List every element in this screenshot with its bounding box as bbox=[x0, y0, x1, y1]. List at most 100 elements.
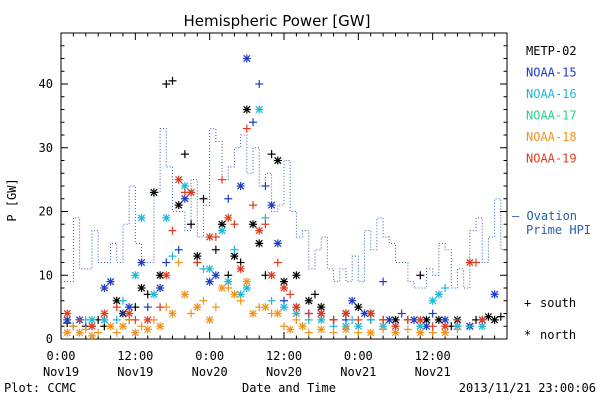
north-point-noaa-19 bbox=[317, 309, 326, 318]
north-point-noaa-16 bbox=[428, 296, 437, 305]
south-point-noaa-15 bbox=[379, 277, 388, 286]
south-point-noaa-16 bbox=[168, 252, 177, 261]
north-point-noaa-19 bbox=[341, 309, 350, 318]
north-point-noaa-16 bbox=[416, 322, 425, 331]
north-point-noaa-18 bbox=[261, 303, 270, 312]
south-point-noaa-18 bbox=[69, 322, 78, 331]
north-point-noaa-18 bbox=[366, 328, 375, 337]
north-point-noaa-16 bbox=[87, 315, 96, 324]
north-point-noaa-16 bbox=[131, 271, 140, 280]
x-tick-label-time: 0:00 bbox=[344, 349, 373, 363]
south-point-noaa-18 bbox=[236, 296, 245, 305]
south-point-noaa-18 bbox=[304, 328, 313, 337]
north-point-noaa-19 bbox=[292, 303, 301, 312]
x-tick-label-date: Nov20 bbox=[192, 365, 228, 379]
south-point-metp-02 bbox=[162, 80, 171, 88]
south-point-noaa-19 bbox=[428, 322, 437, 331]
south-point-noaa-18 bbox=[292, 315, 301, 324]
legend-ovation-line1: — Ovation bbox=[512, 209, 577, 223]
y-tick-label: 30 bbox=[39, 141, 53, 155]
north-point-noaa-16 bbox=[162, 213, 171, 222]
north-point-noaa-18 bbox=[168, 309, 177, 318]
north-point-noaa-15 bbox=[137, 258, 146, 267]
south-point-noaa-19 bbox=[354, 315, 363, 324]
legend-noaa-15: NOAA-15 bbox=[526, 66, 577, 80]
north-point-noaa-18 bbox=[391, 328, 400, 337]
ovation-series bbox=[61, 128, 507, 289]
north-point-noaa-18 bbox=[193, 303, 202, 312]
north-point-metp-02 bbox=[174, 201, 183, 210]
north-point-metp-02 bbox=[156, 271, 165, 280]
north-point-metp-02 bbox=[137, 284, 146, 292]
north-point-noaa-19 bbox=[224, 213, 233, 222]
north-point-noaa-18 bbox=[286, 325, 295, 334]
north-point-noaa-19 bbox=[478, 315, 487, 324]
south-point-noaa-18 bbox=[137, 322, 146, 331]
south-point-noaa-19 bbox=[249, 201, 258, 210]
north-point-noaa-15 bbox=[490, 290, 499, 299]
north-point-noaa-18 bbox=[341, 325, 350, 334]
y-tick-label: 10 bbox=[39, 268, 53, 282]
north-point-noaa-18 bbox=[87, 331, 96, 340]
north-point-noaa-19 bbox=[441, 322, 450, 331]
north-point-metp-02 bbox=[490, 315, 499, 324]
south-point-noaa-19 bbox=[286, 290, 295, 299]
south-point-metp-02 bbox=[187, 220, 196, 229]
legend-metp-02: METP-02 bbox=[526, 44, 577, 58]
south-point-noaa-18 bbox=[280, 322, 288, 331]
north-point-noaa-18 bbox=[75, 328, 84, 337]
south-point-noaa-19 bbox=[168, 226, 177, 235]
x-axis-label: Date and Time bbox=[242, 381, 336, 395]
north-point-noaa-19 bbox=[267, 271, 276, 280]
plot-axes: 0 10 20 30 40 0:00 Nov19 12:00 Nov19 0:00 Nov20 12:… bbox=[39, 32, 508, 379]
legend: METP-02 NOAA-15 NOAA-16 NOAA-17 NOAA-18 NOAA-… bbox=[512, 44, 591, 342]
north-point-noaa-15 bbox=[267, 201, 276, 210]
north-point-noaa-15 bbox=[100, 284, 109, 292]
y-tick-label: 0 bbox=[46, 332, 53, 346]
south-point-noaa-16 bbox=[465, 322, 474, 331]
north-point-metp-02 bbox=[255, 239, 264, 248]
north-point-noaa-19 bbox=[63, 309, 72, 318]
south-point-noaa-19 bbox=[242, 124, 251, 133]
y-axis-label: P [GW] bbox=[5, 178, 19, 221]
plot-credit: Plot: CCMC bbox=[4, 381, 76, 395]
x-tick-label-date: Nov19 bbox=[117, 365, 153, 379]
north-point-metp-02 bbox=[242, 105, 251, 114]
north-point-noaa-19 bbox=[143, 315, 152, 324]
north-point-noaa-16 bbox=[205, 264, 214, 273]
north-point-noaa-19 bbox=[416, 315, 425, 324]
north-point-noaa-18 bbox=[131, 328, 140, 337]
north-point-noaa-15 bbox=[273, 239, 282, 248]
south-point-noaa-19 bbox=[329, 315, 338, 324]
south-point-noaa-15 bbox=[428, 309, 437, 318]
south-point-noaa-16 bbox=[118, 296, 127, 305]
north-point-noaa-19 bbox=[125, 309, 134, 318]
south-point-metp-02 bbox=[180, 150, 189, 159]
south-point-noaa-19 bbox=[403, 315, 412, 324]
north-point-noaa-18 bbox=[205, 315, 214, 324]
x-tick-label-time: 0:00 bbox=[47, 349, 76, 363]
south-point-noaa-19 bbox=[261, 220, 270, 229]
south-point-noaa-19 bbox=[218, 175, 227, 184]
south-point-noaa-19 bbox=[304, 309, 313, 318]
north-point-noaa-19 bbox=[255, 226, 264, 235]
south-point-noaa-19 bbox=[211, 233, 220, 241]
north-point-noaa-19 bbox=[236, 264, 245, 273]
south-point-noaa-15 bbox=[174, 245, 183, 254]
north-point-noaa-18 bbox=[118, 322, 127, 331]
south-point-noaa-19 bbox=[193, 258, 202, 267]
x-tick-label-date: Nov21 bbox=[340, 365, 376, 379]
north-point-noaa-15 bbox=[348, 296, 357, 305]
y-tick-label: 40 bbox=[39, 77, 53, 91]
north-point-metp-02 bbox=[292, 271, 301, 280]
north-point-noaa-19 bbox=[366, 309, 375, 318]
south-point-noaa-15 bbox=[224, 194, 233, 203]
north-point-noaa-18 bbox=[63, 328, 72, 337]
south-point-metp-02 bbox=[199, 194, 208, 203]
south-point-metp-02 bbox=[168, 76, 177, 85]
south-point-noaa-16 bbox=[112, 315, 121, 324]
data-points bbox=[63, 54, 505, 340]
x-tick-label-date: Nov20 bbox=[266, 365, 302, 379]
south-point-noaa-15 bbox=[143, 303, 152, 312]
